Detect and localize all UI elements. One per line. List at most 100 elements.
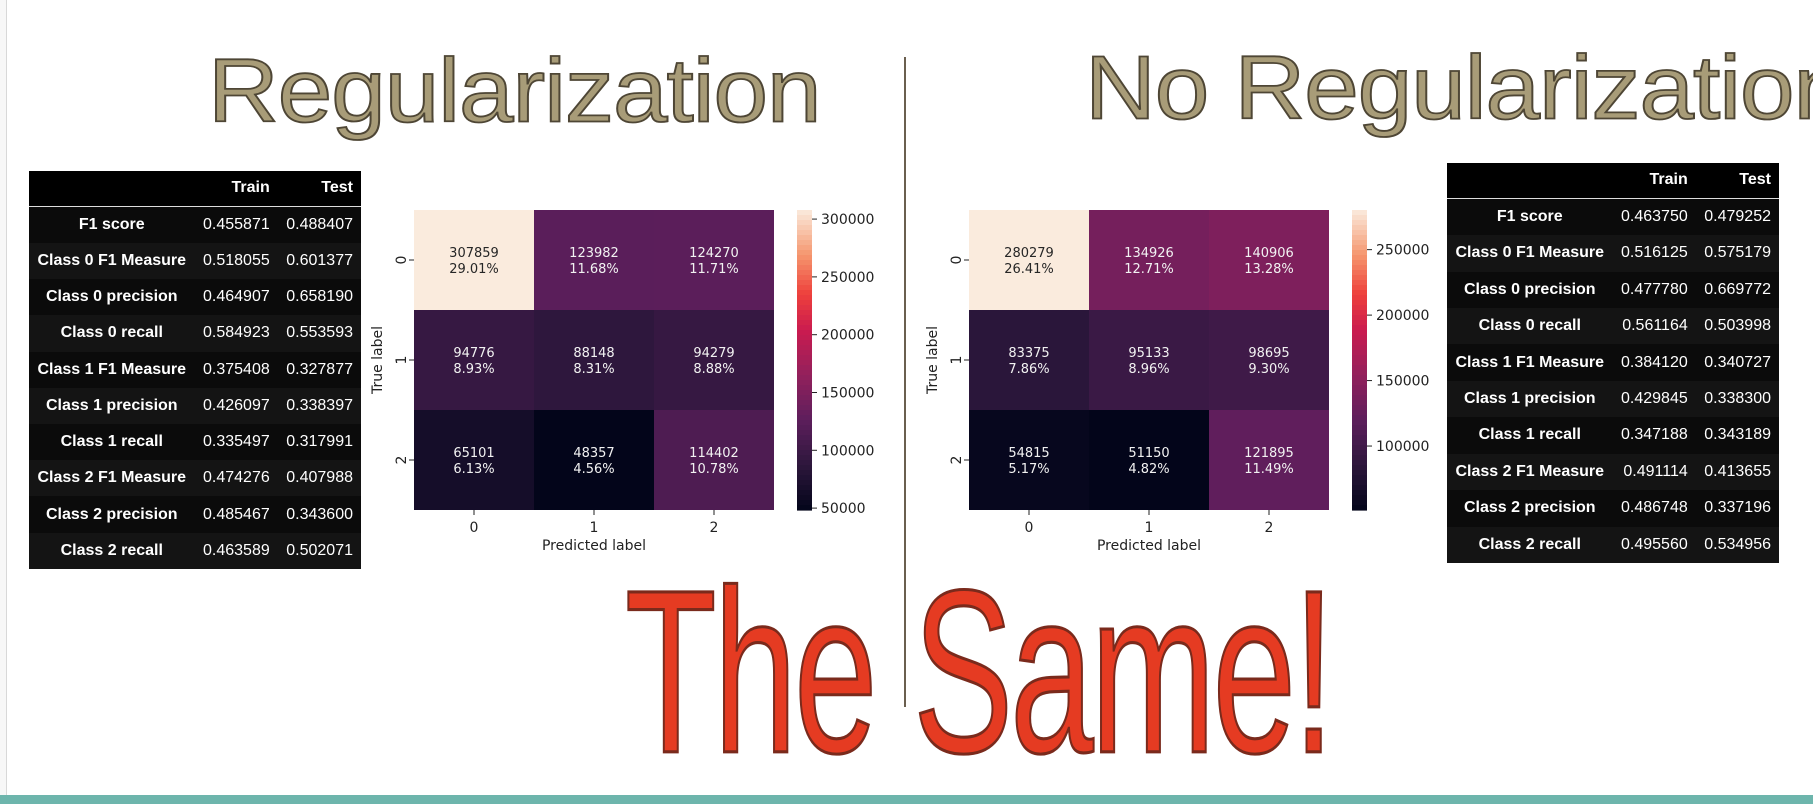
cell-percent-label: 8.93% bbox=[453, 362, 494, 377]
y-tick-label: 0 bbox=[394, 256, 410, 265]
cell-count-label: 54815 bbox=[1008, 446, 1049, 461]
colorbar-segment bbox=[797, 390, 812, 396]
table-row: Class 0 precision 0.464907 0.658190 bbox=[29, 279, 361, 316]
colorbar-segment bbox=[797, 345, 812, 351]
colorbar-tick-label: 200000 bbox=[821, 328, 874, 344]
x-axis-label: Predicted label bbox=[542, 538, 646, 554]
test-value: 0.317991 bbox=[277, 424, 361, 461]
train-value: 0.426097 bbox=[194, 387, 278, 425]
x-tick-label: 0 bbox=[1025, 520, 1034, 536]
cell-percent-label: 4.82% bbox=[1128, 462, 1169, 477]
cell-percent-label: 29.01% bbox=[449, 262, 499, 277]
cell-count-label: 94279 bbox=[693, 346, 734, 361]
y-tick-label: 0 bbox=[949, 256, 965, 265]
heatmap-cell bbox=[1209, 410, 1329, 510]
heatmap-cell bbox=[654, 310, 774, 410]
x-tick-label: 1 bbox=[1145, 520, 1154, 536]
table-row: F1 score 0.463750 0.479252 bbox=[1447, 198, 1779, 236]
colorbar-segment bbox=[1352, 330, 1367, 336]
colorbar-segment bbox=[797, 215, 812, 221]
heatmap-cell bbox=[534, 410, 654, 510]
colorbar-segment bbox=[1352, 290, 1367, 296]
test-value: 0.658190 bbox=[277, 279, 361, 316]
cell-percent-label: 9.30% bbox=[1248, 362, 1289, 377]
table-header-row: Train Test bbox=[1447, 163, 1779, 199]
heatmap-cell bbox=[534, 310, 654, 410]
header-blank bbox=[29, 171, 195, 207]
cell-percent-label: 13.28% bbox=[1244, 262, 1294, 277]
cell-count-label: 280279 bbox=[1004, 246, 1054, 261]
colorbar-segment bbox=[1352, 225, 1367, 231]
table-row: Class 1 F1 Measure 0.375408 0.327877 bbox=[29, 351, 361, 388]
colorbar-segment bbox=[1352, 300, 1367, 306]
colorbar-tick-label: 200000 bbox=[1376, 308, 1429, 324]
colorbar-segment bbox=[797, 355, 812, 361]
colorbar-segment bbox=[797, 275, 812, 281]
metric-name: Class 2 precision bbox=[29, 496, 195, 533]
test-value: 0.534956 bbox=[1695, 526, 1779, 563]
colorbar-segment bbox=[1352, 350, 1367, 356]
heatmap-cell bbox=[534, 210, 654, 310]
train-value: 0.384120 bbox=[1612, 344, 1696, 381]
train-value: 0.455871 bbox=[194, 206, 278, 243]
heatmap-cell bbox=[414, 410, 534, 510]
cell-count-label: 65101 bbox=[453, 446, 494, 461]
colorbar-tick-label: 150000 bbox=[1376, 374, 1429, 390]
colorbar-segment bbox=[797, 395, 812, 401]
colorbar-segment bbox=[1352, 450, 1367, 456]
test-value: 0.669772 bbox=[1695, 271, 1779, 308]
cell-percent-label: 11.68% bbox=[569, 262, 619, 277]
train-value: 0.495560 bbox=[1612, 526, 1696, 563]
train-value: 0.335497 bbox=[194, 424, 278, 461]
colorbar-segment bbox=[1352, 315, 1367, 321]
train-value: 0.485467 bbox=[194, 496, 278, 533]
train-value: 0.375408 bbox=[194, 351, 278, 388]
colorbar-segment bbox=[797, 250, 812, 256]
colorbar-segment bbox=[797, 235, 812, 241]
colorbar-segment bbox=[797, 380, 812, 386]
colorbar-segment bbox=[797, 470, 812, 476]
train-value: 0.347188 bbox=[1612, 417, 1696, 454]
colorbar-segment bbox=[797, 240, 812, 246]
colorbar-segment bbox=[1352, 355, 1367, 361]
header-test: Test bbox=[1695, 163, 1779, 199]
colorbar-segment bbox=[797, 225, 812, 231]
heatmap-cell bbox=[969, 210, 1089, 310]
heatmap-cell bbox=[1209, 210, 1329, 310]
table-row: Class 1 F1 Measure 0.384120 0.340727 bbox=[1447, 344, 1779, 381]
metric-name: Class 2 F1 Measure bbox=[1447, 453, 1613, 491]
header-train: Train bbox=[1612, 163, 1696, 199]
colorbar-tick-label: 250000 bbox=[821, 270, 874, 286]
heatmap-cell bbox=[1089, 210, 1209, 310]
colorbar-segment bbox=[797, 255, 812, 261]
regularization-title: Regularization bbox=[207, 39, 822, 141]
colorbar-segment bbox=[797, 440, 812, 446]
test-value: 0.601377 bbox=[277, 242, 361, 280]
metric-name: Class 0 F1 Measure bbox=[1447, 235, 1613, 272]
colorbar-segment bbox=[797, 330, 812, 336]
header-train: Train bbox=[194, 171, 278, 207]
heatmap-cell bbox=[1209, 310, 1329, 410]
colorbar-segment bbox=[797, 435, 812, 441]
table-row: Class 1 precision 0.426097 0.338397 bbox=[29, 387, 361, 425]
test-value: 0.407988 bbox=[277, 460, 361, 497]
colorbar-segment bbox=[1352, 475, 1367, 481]
colorbar-segment bbox=[1352, 360, 1367, 366]
colorbar-segment bbox=[797, 415, 812, 421]
colorbar-segment bbox=[797, 230, 812, 236]
test-value: 0.575179 bbox=[1695, 235, 1779, 272]
metric-name: Class 0 recall bbox=[29, 315, 195, 352]
slide-bottom-accent-bar bbox=[0, 795, 1813, 804]
heatmap-cell bbox=[414, 310, 534, 410]
colorbar-segment bbox=[1352, 370, 1367, 376]
colorbar-segment bbox=[797, 425, 812, 431]
metric-name: Class 0 precision bbox=[1447, 271, 1613, 308]
regularization-metrics-table: Train Test F1 score 0.455871 0.488407 Class … bbox=[29, 171, 361, 569]
train-value: 0.464907 bbox=[194, 279, 278, 316]
colorbar-tick-label: 50000 bbox=[821, 501, 866, 517]
heatmap-cell bbox=[1089, 310, 1209, 410]
colorbar-segment bbox=[1352, 295, 1367, 301]
table-row: Class 2 F1 Measure 0.491114 0.413655 bbox=[1447, 453, 1779, 491]
colorbar-segment bbox=[1352, 320, 1367, 326]
x-tick-label: 0 bbox=[470, 520, 479, 536]
